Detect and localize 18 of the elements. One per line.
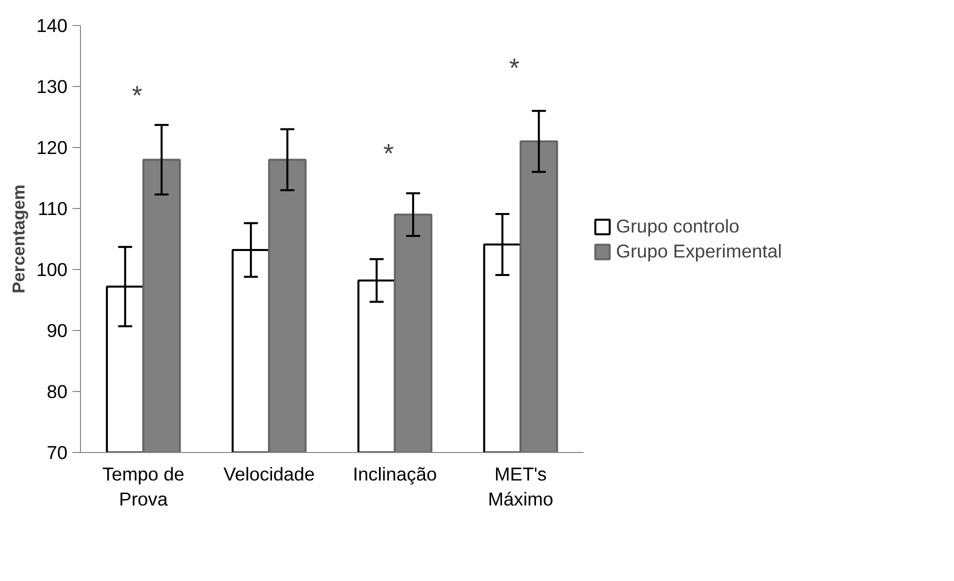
y-axis-title: Percentagem <box>8 184 28 294</box>
x-tick-label: Inclinação <box>352 464 437 484</box>
y-tick-label: 140 <box>36 15 68 36</box>
y-tick-label: 90 <box>46 320 68 341</box>
legend-label: Grupo Experimental <box>616 240 782 262</box>
x-tick-label: Velocidade <box>223 464 315 484</box>
annotation: * <box>383 138 394 169</box>
annotation: * <box>509 53 520 84</box>
annotation: * <box>132 80 142 111</box>
x-tick-label: MET's Máximo <box>488 464 554 510</box>
y-tick-label: 120 <box>36 137 68 158</box>
y-tick-label: 130 <box>36 76 68 97</box>
y-tick-label: 100 <box>36 259 68 280</box>
y-tick-label: 110 <box>38 198 68 219</box>
y-tick-label: 80 <box>46 381 68 402</box>
x-tick-label: Tempo de Prova <box>102 464 184 510</box>
legend-label: Grupo controlo <box>616 215 740 237</box>
y-tick-label: 70 <box>46 442 68 463</box>
